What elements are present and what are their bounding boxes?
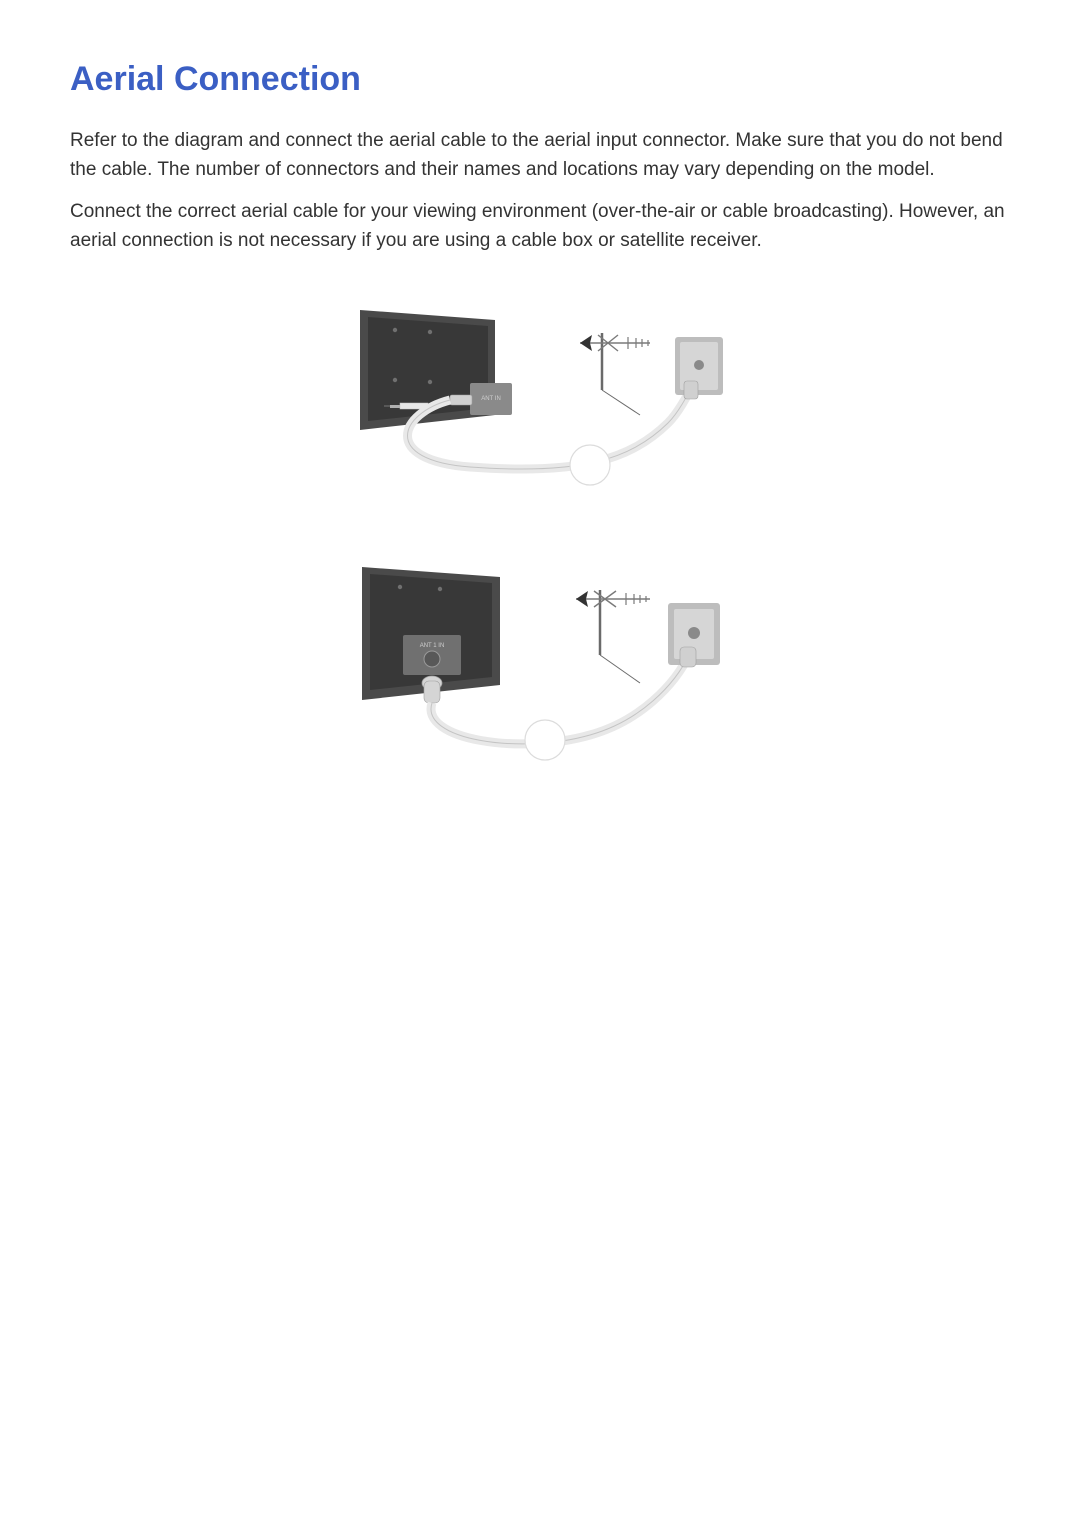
tv-dot <box>398 585 402 589</box>
ant1-in-label: ANT 1 IN <box>420 643 445 649</box>
antenna-icon <box>576 590 650 683</box>
tv-dot <box>438 587 442 591</box>
ant-in-label: ANT IN <box>481 396 501 402</box>
cable-plug-tv <box>450 395 472 405</box>
cable-plug-wall <box>680 647 696 667</box>
wall-socket <box>694 360 704 370</box>
ant1-in-socket <box>424 651 440 667</box>
tv-dot <box>393 328 397 332</box>
diagram-container: ANT IN <box>70 295 1010 765</box>
aerial-diagram-side-port: ANT IN <box>340 295 740 495</box>
paragraph-2: Connect the correct aerial cable for you… <box>70 198 1010 255</box>
paragraph-1: Refer to the diagram and connect the aer… <box>70 127 1010 184</box>
tv-dot <box>428 380 432 384</box>
aerial-diagram-rear-port: ANT 1 IN <box>340 555 740 765</box>
tv-dot <box>428 330 432 334</box>
cable-plug-body <box>424 681 440 703</box>
wall-socket <box>688 627 700 639</box>
antenna-icon <box>580 333 650 415</box>
cable-plug-wall <box>684 381 698 399</box>
page-title: Aerial Connection <box>70 60 1010 99</box>
tv-dot <box>393 378 397 382</box>
